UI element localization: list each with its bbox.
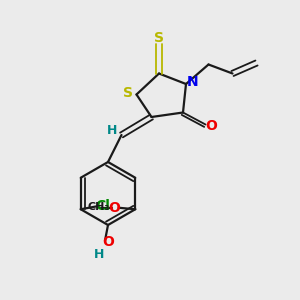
Text: Cl: Cl bbox=[95, 199, 110, 213]
Text: O: O bbox=[109, 201, 121, 215]
Text: S: S bbox=[123, 86, 133, 100]
Text: H: H bbox=[94, 248, 104, 261]
Text: CH₃: CH₃ bbox=[87, 202, 110, 212]
Text: O: O bbox=[206, 119, 218, 133]
Text: O: O bbox=[103, 235, 115, 249]
Text: H: H bbox=[107, 124, 118, 137]
Text: S: S bbox=[154, 31, 164, 45]
Text: N: N bbox=[187, 75, 198, 88]
